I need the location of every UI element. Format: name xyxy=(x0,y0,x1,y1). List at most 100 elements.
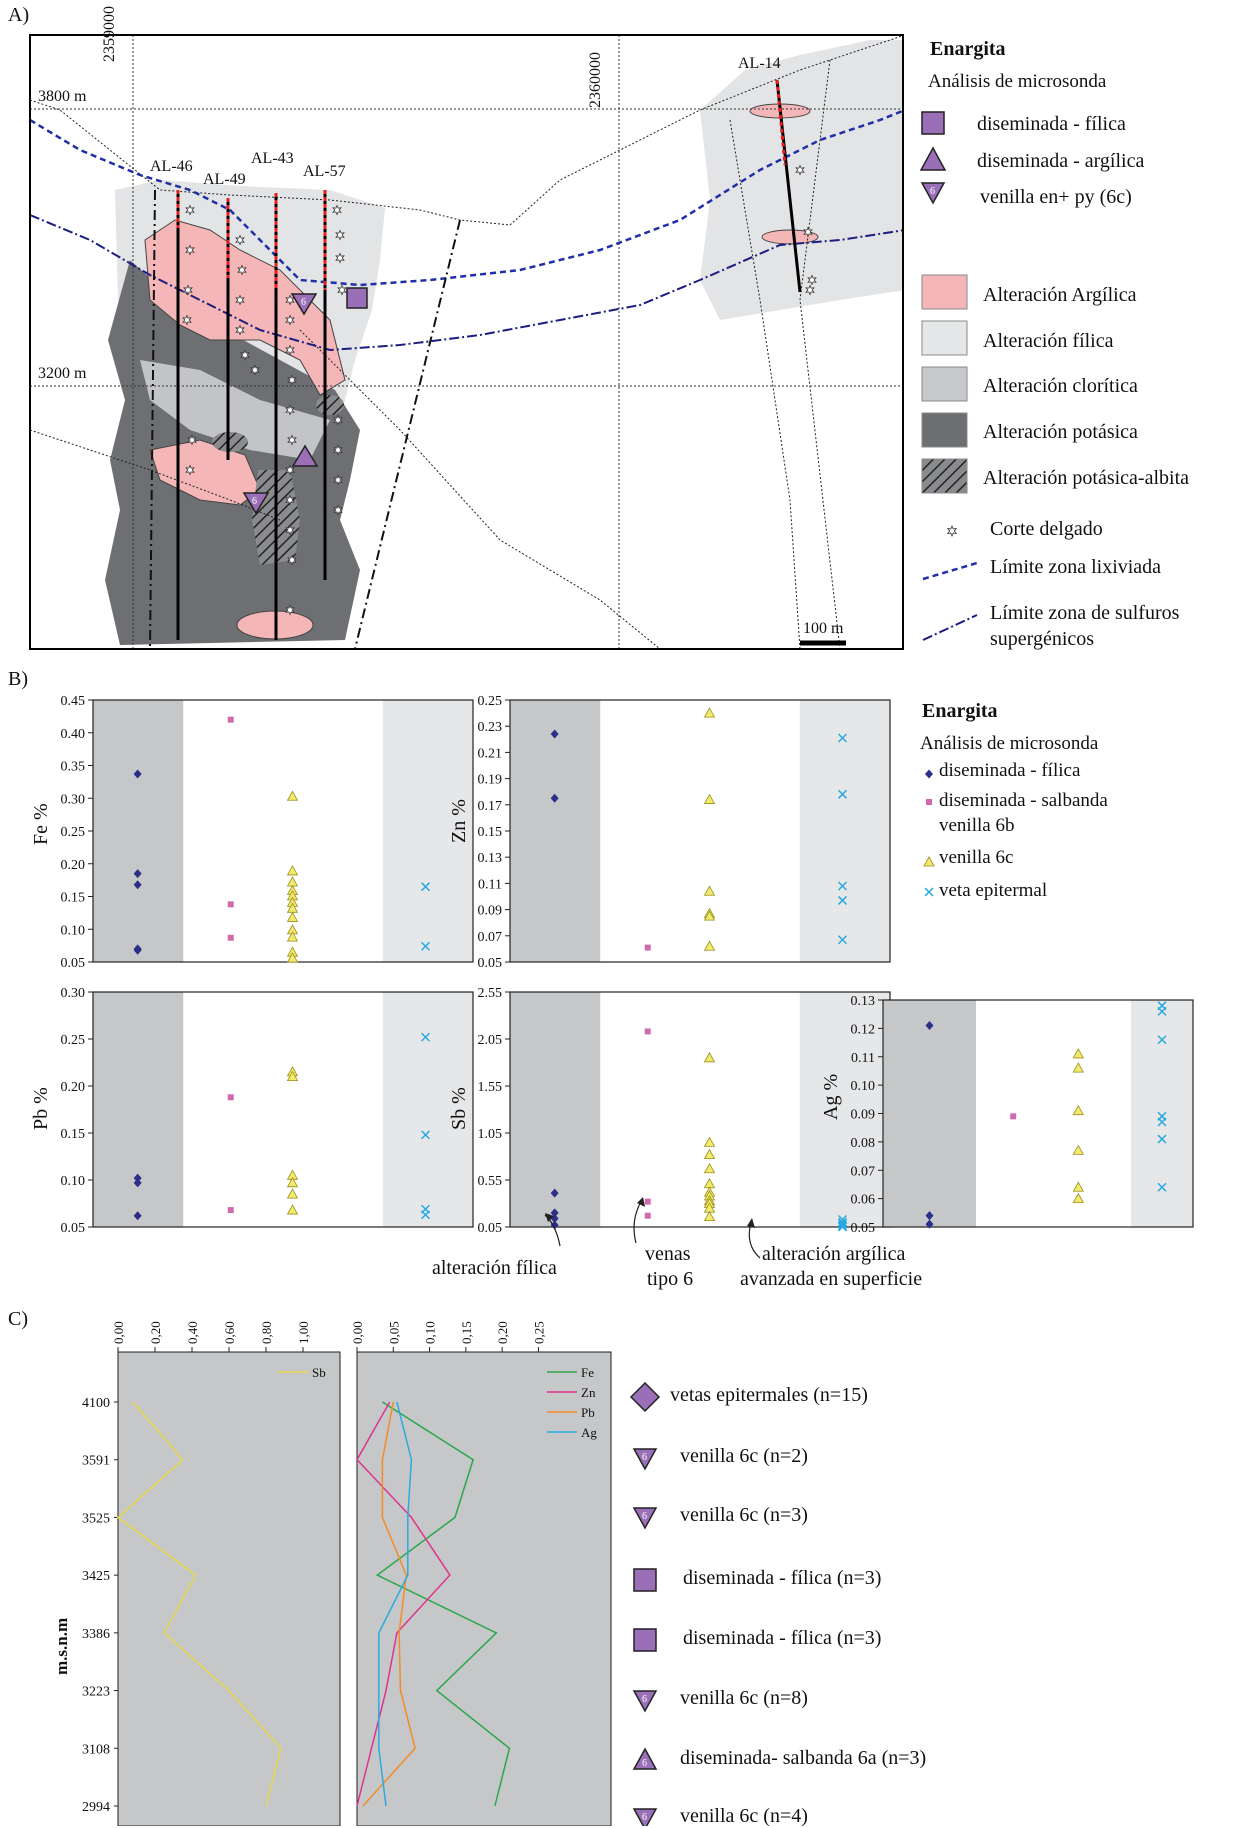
triangle-down-6-icon: 6 xyxy=(632,1507,658,1530)
thin-section-star xyxy=(285,604,295,616)
zn-ylabel: Zn % xyxy=(448,799,470,843)
data-point xyxy=(837,895,848,905)
x-tick-label: 1,00 xyxy=(296,1321,311,1344)
thin-section-star xyxy=(285,294,295,306)
thin-section-star xyxy=(335,229,345,241)
scatter-chart-0: 0.05 0.10 0.15 0.20 0.25 0.30 0.35 0.40 0.45 xyxy=(61,694,474,971)
y-tick-label: 0.10 xyxy=(851,1079,876,1094)
y-tick-label: 0.15 xyxy=(61,891,86,906)
y-tick-label: 0.11 xyxy=(478,877,502,892)
potasica-zone xyxy=(105,260,360,645)
y-tick-label: 0.13 xyxy=(851,994,876,1009)
argilica-zone xyxy=(144,219,346,396)
data-point xyxy=(1072,1048,1084,1059)
y-tick-label: 0.20 xyxy=(61,858,86,873)
diamond-icon xyxy=(629,1381,661,1413)
x-tick-label: 0,10 xyxy=(423,1321,438,1344)
data-point xyxy=(286,952,299,963)
y-tick-label: 0.07 xyxy=(851,1164,876,1179)
data-point xyxy=(227,1207,234,1214)
data-point xyxy=(703,1148,716,1160)
y-tick-label: 0.05 xyxy=(478,956,503,971)
legend-b-item-0: diseminada - fílica xyxy=(939,760,1081,781)
column-filica xyxy=(510,992,601,1227)
series-line-pb xyxy=(362,1401,416,1807)
data-point xyxy=(837,935,848,945)
y-tick-label: 0.25 xyxy=(61,1033,86,1048)
data-point xyxy=(133,944,142,954)
thin-section-star xyxy=(185,204,195,216)
thin-section-star xyxy=(333,504,343,516)
data-point xyxy=(286,865,299,876)
data-point xyxy=(925,1021,934,1031)
y-tick-label: 2.55 xyxy=(478,986,503,1001)
data-point xyxy=(837,789,848,799)
legend-c-item-3: diseminada - fílica (n=3) xyxy=(683,1567,882,1589)
arrowhead xyxy=(545,1213,554,1222)
data-point xyxy=(550,729,559,739)
y-tick-label: 0.35 xyxy=(61,760,86,775)
x-tick-label: 0,00 xyxy=(111,1321,126,1344)
marker-triangle-down xyxy=(242,492,270,515)
data-point xyxy=(227,716,234,723)
y-tick-label: 0.40 xyxy=(61,727,86,742)
data-point xyxy=(644,944,651,951)
thin-section-star xyxy=(185,244,195,256)
series-line-fe xyxy=(375,1401,511,1807)
data-point xyxy=(1157,1111,1167,1121)
data-point xyxy=(703,707,716,718)
data-point xyxy=(286,1176,299,1188)
plot-frame xyxy=(92,699,474,963)
triangle-down-6-icon: 6 xyxy=(920,182,946,205)
thin-section-star xyxy=(250,364,260,376)
triangle-marker-icon xyxy=(923,856,935,867)
data-point xyxy=(133,945,142,955)
data-point xyxy=(133,1211,142,1221)
ag-ylabel: Ag % xyxy=(820,1073,842,1120)
x-tick-label: 0,15 xyxy=(459,1321,474,1344)
data-point xyxy=(550,1188,559,1198)
thin-section-star xyxy=(235,234,245,246)
triangle-label: 6 xyxy=(642,1452,647,1463)
data-point xyxy=(550,1208,559,1218)
legend-b-item-3: veta epitermal xyxy=(939,880,1048,901)
star-icon xyxy=(946,524,958,538)
data-point xyxy=(703,1210,716,1222)
hatched-swatch xyxy=(921,458,968,494)
data-point xyxy=(703,1190,716,1201)
legend-c-item-1: venilla 6c (n=2) xyxy=(680,1445,808,1467)
square-icon xyxy=(633,1568,657,1592)
data-point xyxy=(420,882,431,892)
marker-triangle-down xyxy=(290,293,318,316)
pb-ylabel: Pb % xyxy=(30,1087,52,1130)
fe-ylabel: Fe % xyxy=(30,803,52,845)
y-tick-label: 4100 xyxy=(82,1396,110,1411)
data-point xyxy=(133,769,142,779)
argilica-zone-bottom xyxy=(236,610,314,640)
data-point xyxy=(703,1177,716,1189)
x-tick-label: 0,25 xyxy=(531,1321,546,1344)
thin-section-star xyxy=(287,374,297,386)
data-point xyxy=(227,1094,234,1101)
thin-section-star xyxy=(237,264,247,276)
y-tick-label: 0.11 xyxy=(851,1051,875,1066)
data-point xyxy=(286,1204,299,1215)
thin-section-star xyxy=(187,434,197,446)
marker-square xyxy=(346,287,368,309)
y-tick-label: 0.05 xyxy=(61,1221,86,1236)
legend-c-item-5: venilla 6c (n=8) xyxy=(680,1687,808,1709)
square-marker-icon xyxy=(926,799,932,805)
legend-a-alt-3: Alteración potásica xyxy=(983,421,1138,443)
data-point xyxy=(227,934,234,941)
triangle-down-6-icon: 6 xyxy=(632,1808,658,1826)
thin-section-star xyxy=(287,554,297,566)
data-point xyxy=(703,1136,716,1147)
y-tick-label: 0.10 xyxy=(61,1174,86,1189)
data-point xyxy=(133,1173,142,1183)
y-tick-label: 3108 xyxy=(82,1742,110,1757)
fault-line xyxy=(354,219,461,649)
triangle-down-6-icon: 6 xyxy=(632,1690,658,1713)
legend-a-alt-2: Alteración clorítica xyxy=(983,375,1138,397)
legend-label: Pb xyxy=(581,1405,595,1420)
legend-a-item-1: diseminada - argílica xyxy=(977,150,1145,172)
